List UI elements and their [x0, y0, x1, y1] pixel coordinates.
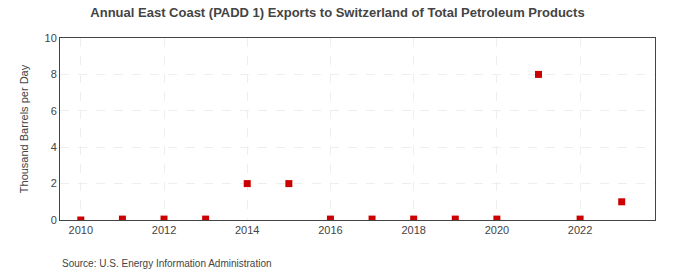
svg-text:0: 0	[51, 214, 57, 226]
svg-text:Source: U.S. Energy Informatio: Source: U.S. Energy Information Administ…	[62, 258, 272, 269]
svg-text:8: 8	[51, 68, 57, 80]
svg-text:2012: 2012	[152, 224, 176, 236]
svg-text:2014: 2014	[235, 224, 259, 236]
svg-text:Thousand Barrels per Day: Thousand Barrels per Day	[18, 64, 30, 193]
svg-text:2010: 2010	[69, 224, 93, 236]
svg-text:10: 10	[45, 32, 57, 44]
svg-text:4: 4	[51, 141, 57, 153]
svg-text:Annual East Coast (PADD 1) Exp: Annual East Coast (PADD 1) Exports to Sw…	[90, 5, 584, 20]
svg-text:2018: 2018	[401, 224, 425, 236]
svg-text:2020: 2020	[485, 224, 509, 236]
svg-text:6: 6	[51, 105, 57, 117]
svg-text:2022: 2022	[568, 224, 592, 236]
svg-text:2: 2	[51, 177, 57, 189]
svg-text:2016: 2016	[318, 224, 342, 236]
